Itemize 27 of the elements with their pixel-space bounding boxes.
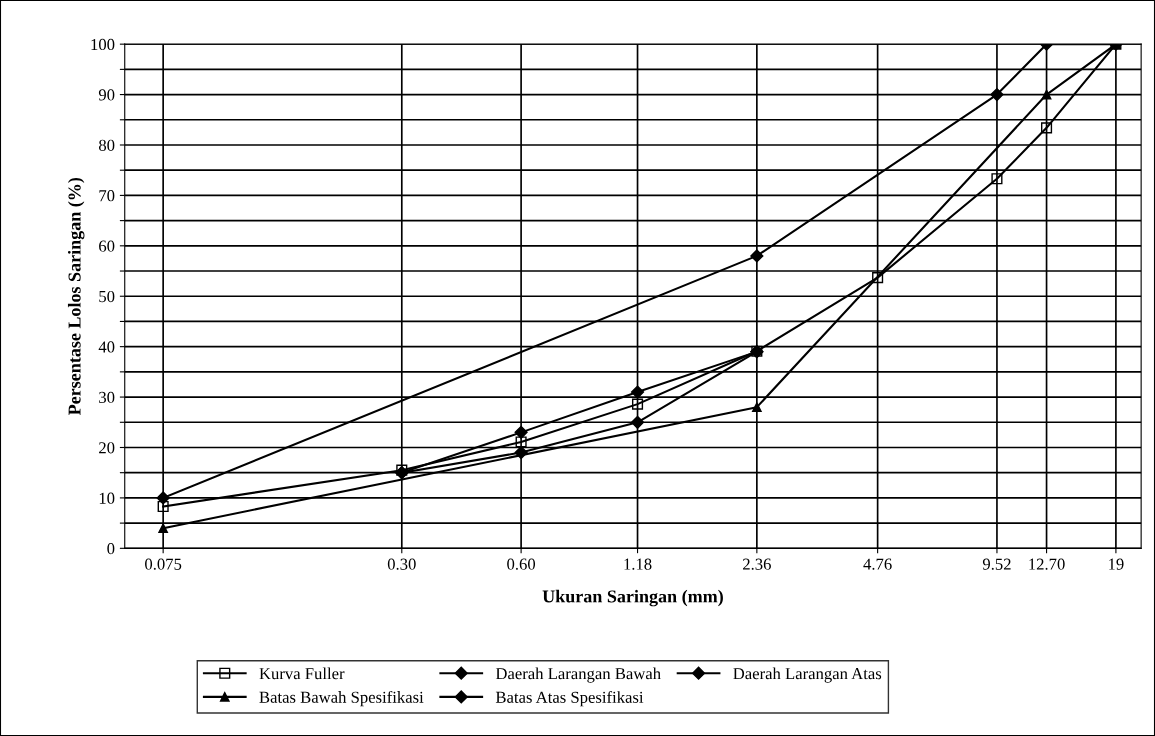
x-tick-label: 1.18 [624, 558, 652, 570]
x-tick-label: 19 [1109, 558, 1124, 570]
x-tick-label: 0.60 [507, 558, 536, 570]
y-tick-label: 30 [99, 391, 115, 404]
x-axis-title: Ukuran Saringan (mm) [542, 589, 723, 607]
y-tick-label: 20 [99, 442, 115, 454]
legend-label: Daerah Larangan Bawah [495, 667, 661, 683]
y-tick-label: 0 [107, 543, 115, 555]
y-tick-label: 80 [98, 139, 115, 151]
legend-label: Kurva Fuller [259, 667, 345, 680]
y-axis-title: Persentase Lolos Saringan (%) [67, 177, 85, 416]
legend-label: Batas Bawah Spesifikasi [259, 690, 424, 707]
y-tick-label: 50 [99, 290, 115, 303]
y-tick-label: 10 [99, 492, 115, 504]
x-tick-label: 12.70 [1029, 558, 1065, 570]
y-tick-label: 40 [98, 341, 115, 353]
x-tick-label: 4.76 [863, 558, 892, 570]
legend-label: Daerah Larangan Atas [733, 667, 882, 683]
x-tick-label: 0.075 [145, 558, 182, 570]
legend-label: Batas Atas Spesifikasi [495, 691, 644, 707]
y-tick-label: 90 [98, 89, 115, 101]
y-tick-label: 60 [99, 240, 115, 252]
x-tick-label: 0.30 [387, 558, 416, 570]
y-tick-label: 100 [91, 38, 115, 51]
x-tick-label: 2.36 [743, 558, 771, 570]
x-tick-label: 9.52 [982, 558, 1011, 570]
y-tick-label: 70 [99, 190, 115, 202]
